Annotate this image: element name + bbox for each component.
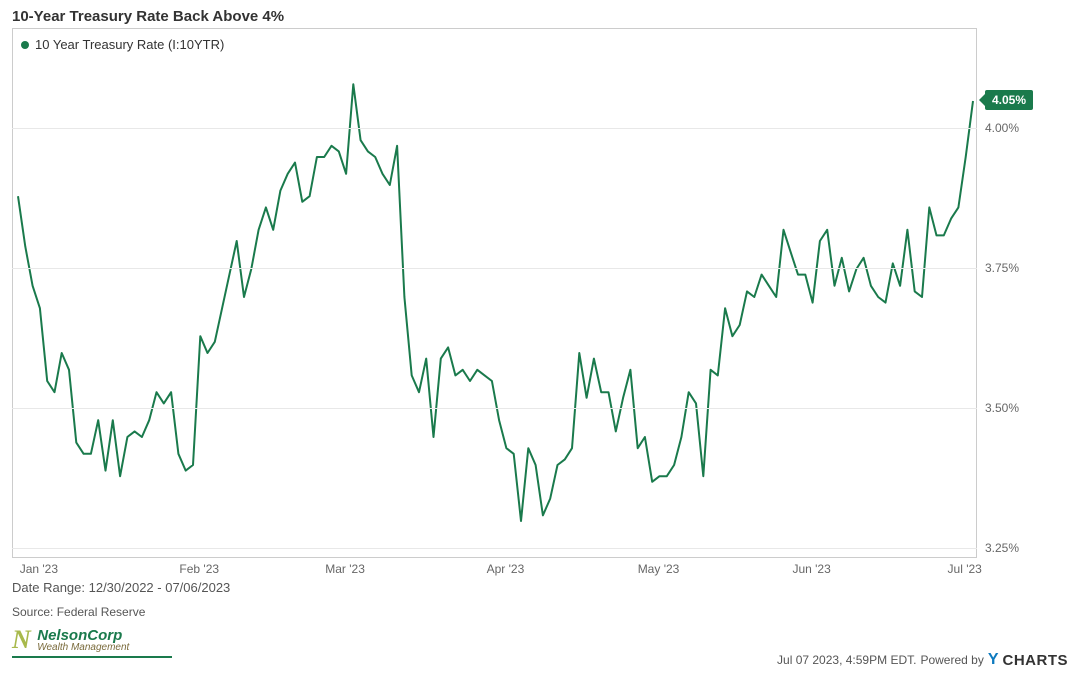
ycharts-logo-y: Y — [988, 651, 999, 669]
logo-underline — [12, 656, 172, 658]
powered-by-prefix: Powered by — [920, 653, 983, 667]
line-chart-svg — [13, 29, 978, 559]
chart-title: 10-Year Treasury Rate Back Above 4% — [0, 0, 1080, 29]
nelsoncorp-logo: N NelsonCorp Wealth Management — [12, 625, 172, 658]
y-tick-label: 3.25% — [985, 541, 1019, 555]
gridline-h — [12, 268, 977, 269]
x-tick-label: Jun '23 — [792, 562, 830, 576]
y-tick-label: 4.00% — [985, 121, 1019, 135]
y-tick-label: 3.50% — [985, 401, 1019, 415]
last-value-flag: 4.05% — [985, 90, 1033, 110]
gridline-h — [12, 408, 977, 409]
powered-by: Jul 07 2023, 4:59PM EDT. Powered by YCHA… — [777, 651, 1068, 669]
x-tick-label: Jul '23 — [948, 562, 982, 576]
x-tick-label: Feb '23 — [179, 562, 219, 576]
x-tick-label: Apr '23 — [487, 562, 525, 576]
ycharts-logo-text: CHARTS — [1003, 652, 1069, 669]
logo-icon: N — [12, 625, 31, 655]
logo-sub: Wealth Management — [37, 642, 129, 653]
x-tick-label: May '23 — [638, 562, 680, 576]
y-tick-label: 3.75% — [985, 261, 1019, 275]
series-line — [18, 84, 973, 521]
date-range-label: Date Range: 12/30/2022 - 07/06/2023 — [12, 580, 230, 595]
chart-plot-area: 10 Year Treasury Rate (I:10YTR) — [12, 28, 977, 558]
gridline-h — [12, 548, 977, 549]
gridline-h — [12, 128, 977, 129]
x-tick-label: Jan '23 — [20, 562, 58, 576]
source-label: Source: Federal Reserve — [12, 605, 145, 619]
timestamp: Jul 07 2023, 4:59PM EDT. — [777, 653, 916, 667]
x-tick-label: Mar '23 — [325, 562, 365, 576]
